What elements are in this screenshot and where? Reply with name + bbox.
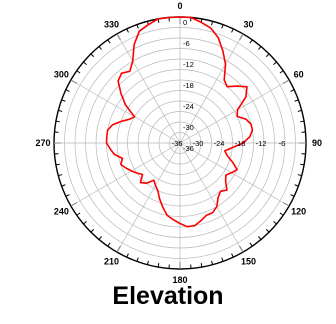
angle-label: 150 xyxy=(241,257,256,267)
radial-label: -18 xyxy=(183,81,194,90)
radial-label: -6 xyxy=(279,139,286,148)
radial-label: -18 xyxy=(235,139,246,148)
grid-spoke xyxy=(179,33,244,144)
angle-label: 180 xyxy=(172,275,187,285)
angle-label: 210 xyxy=(104,257,119,267)
radial-label: -6 xyxy=(183,39,190,48)
radial-label: -24 xyxy=(214,139,225,148)
grid-spoke xyxy=(179,142,244,253)
grid-spoke xyxy=(116,142,181,253)
grid-spoke xyxy=(70,79,181,144)
angle-label: 240 xyxy=(54,207,69,217)
radial-label: -36 xyxy=(183,144,194,153)
radial-label: -12 xyxy=(256,139,267,148)
angle-label: 300 xyxy=(54,70,69,80)
polar-plot: 0 30 60 90 120 150 180 210 240 270 300 330 0 -6 -12 -18… xyxy=(35,1,322,285)
radial-label: -36 xyxy=(172,139,183,148)
pattern-line xyxy=(105,16,254,228)
angle-label: 330 xyxy=(104,19,119,29)
grid-spoke xyxy=(179,142,290,207)
radial-label: -24 xyxy=(183,102,194,111)
angle-label: 90 xyxy=(312,138,322,148)
angle-label: 30 xyxy=(243,19,253,29)
grid-spoke xyxy=(116,33,181,144)
angle-label: 120 xyxy=(291,207,306,217)
radial-label: -30 xyxy=(183,123,194,132)
chart-caption: Elevation xyxy=(112,282,224,310)
angle-label: 270 xyxy=(35,138,50,148)
grid-spoke xyxy=(70,142,181,207)
radial-label: 0 xyxy=(183,18,187,27)
grid-spoke xyxy=(179,79,290,144)
angle-label: 60 xyxy=(294,70,304,80)
angle-label: 0 xyxy=(177,1,182,11)
radial-label: -12 xyxy=(183,60,194,69)
radial-label: -30 xyxy=(193,139,204,148)
